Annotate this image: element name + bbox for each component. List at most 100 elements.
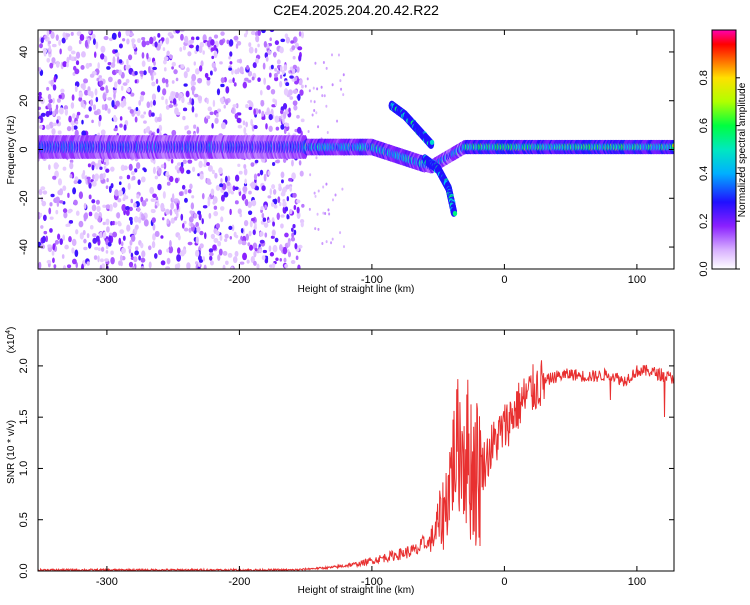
noise-cell [73, 199, 78, 206]
noise-cell [184, 35, 189, 44]
noise-cell [286, 196, 290, 202]
noise-cell [213, 34, 219, 39]
noise-cell [154, 230, 160, 238]
noise-cell [110, 221, 113, 226]
noise-cell [234, 186, 239, 191]
noise-cell [92, 104, 97, 111]
noise-cell [291, 232, 295, 238]
noise-cell [139, 94, 144, 102]
noise-cell [152, 223, 156, 231]
noise-cell [180, 64, 185, 69]
noise-cell [314, 227, 317, 231]
noise-cell [298, 31, 302, 37]
noise-cell [245, 121, 248, 128]
noise-cell [158, 124, 163, 132]
noise-cell [201, 218, 204, 225]
y-tick-label: 0 [18, 146, 30, 152]
noise-cell [274, 237, 279, 243]
noise-cell [91, 204, 97, 212]
noise-cell [42, 190, 48, 195]
noise-cell [231, 68, 234, 75]
noise-cell [145, 198, 149, 202]
noise-cell [74, 56, 77, 62]
noise-cell [331, 198, 334, 202]
noise-cell [328, 212, 331, 216]
noise-cell [170, 217, 175, 224]
snr-ticks: -300 -200 -100 0 100 0.0 0.5 1.0 1.5 2.0 [18, 330, 674, 588]
y-tick-label: 0.5 [18, 512, 30, 527]
noise-cell [288, 177, 293, 182]
noise-cell [243, 219, 249, 227]
noise-cell [92, 38, 96, 45]
noise-cell [115, 100, 120, 107]
noise-cell [198, 45, 203, 54]
noise-cell [283, 111, 287, 120]
noise-cell [133, 202, 137, 208]
noise-cell [83, 238, 87, 244]
noise-cell [101, 104, 105, 110]
noise-cell [212, 200, 216, 205]
noise-cell [243, 168, 248, 176]
noise-cell [270, 201, 275, 207]
noise-cell [152, 233, 156, 241]
noise-cell [38, 111, 41, 117]
noise-cell [141, 250, 146, 258]
noise-cell [288, 107, 291, 113]
noise-cell [50, 79, 54, 87]
noise-cell [279, 46, 284, 54]
noise-cell [220, 206, 225, 211]
noise-cell [197, 266, 201, 269]
noise-cell [274, 76, 279, 82]
noise-cell [199, 243, 204, 249]
noise-cell [220, 83, 225, 88]
noise-cell [210, 233, 215, 240]
noise-cell [219, 39, 224, 46]
noise-cell [216, 113, 219, 118]
noise-cell [207, 106, 212, 112]
noise-cell [57, 233, 61, 240]
noise-cell [211, 122, 214, 129]
noise-cell [254, 222, 257, 229]
noise-cell [136, 38, 141, 44]
noise-cell [213, 237, 219, 243]
noise-cell [261, 116, 266, 120]
noise-cell [206, 97, 209, 105]
noise-cell [108, 232, 113, 237]
noise-cell [209, 260, 214, 266]
noise-cell [186, 130, 192, 135]
noise-cell [80, 65, 85, 70]
noise-cell [239, 261, 245, 265]
noise-cell [272, 244, 278, 253]
noise-cell [92, 237, 98, 244]
noise-cell [257, 173, 261, 177]
noise-cell [119, 123, 123, 128]
noise-cell [154, 252, 158, 259]
noise-cell [301, 84, 304, 89]
noise-cell [198, 259, 203, 263]
noise-cell [213, 50, 218, 59]
noise-cell [218, 248, 223, 256]
noise-cell [78, 39, 82, 45]
noise-cell [244, 178, 247, 185]
noise-cell [118, 181, 122, 186]
noise-cell [39, 212, 43, 217]
noise-cell [193, 61, 196, 66]
noise-cell [275, 257, 279, 261]
noise-cell [62, 208, 68, 213]
noise-cell [325, 104, 328, 108]
noise-cell [189, 183, 193, 190]
noise-cell [215, 184, 221, 191]
noise-cell [108, 37, 113, 42]
noise-cell [233, 231, 237, 238]
noise-cell [304, 84, 307, 88]
noise-cell [120, 103, 124, 107]
noise-cell [296, 199, 301, 204]
noise-cell [122, 197, 126, 202]
noise-cell [83, 202, 87, 209]
noise-cell [83, 103, 86, 109]
x-tick-label: -300 [96, 274, 118, 286]
noise-cell [79, 232, 84, 240]
noise-cell [297, 264, 301, 269]
y-tick-label: 1.5 [18, 410, 30, 425]
noise-cell [280, 214, 285, 218]
